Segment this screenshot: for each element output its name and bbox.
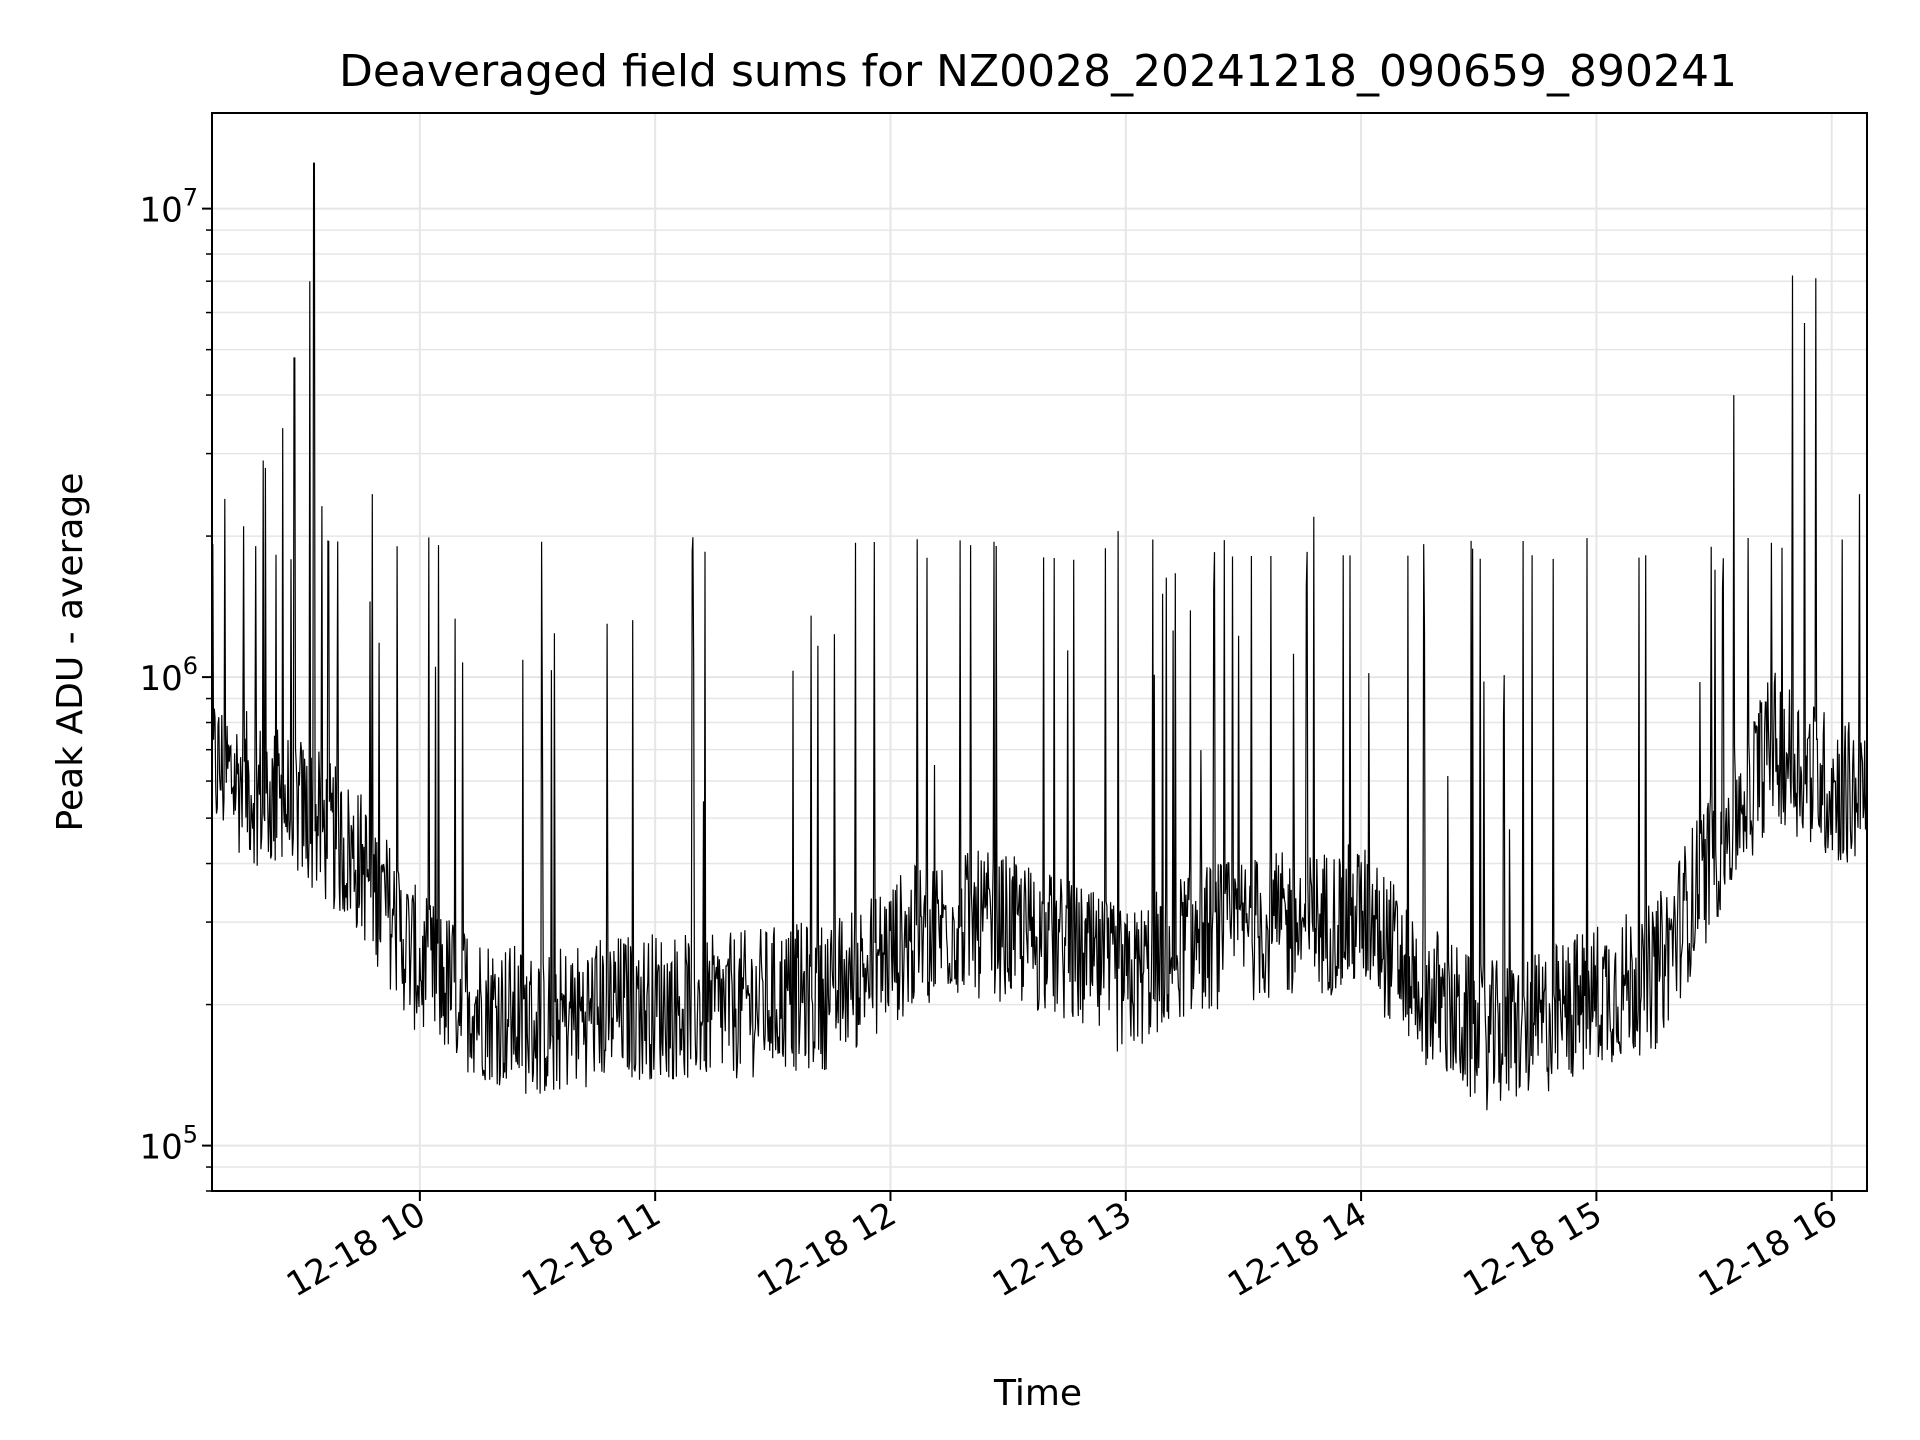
- series-group: [211, 162, 1868, 1111]
- series-line: [211, 162, 1868, 1111]
- y-axis-label: Peak ADU - average: [50, 473, 91, 832]
- y-axis: 105 106 107: [139, 184, 212, 1192]
- chart-title: Deaveraged field sums for NZ0028_2024121…: [339, 46, 1737, 97]
- y-tick-label: 107: [139, 184, 198, 231]
- plot-frame: [211, 112, 1868, 1192]
- x-axis-label: Time: [993, 1373, 1082, 1414]
- y-tick-label: 106: [139, 652, 198, 699]
- y-tick-label: 105: [139, 1121, 198, 1168]
